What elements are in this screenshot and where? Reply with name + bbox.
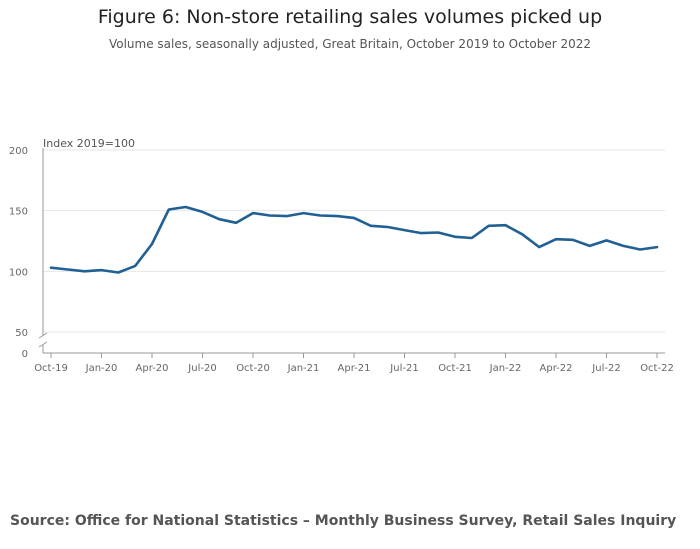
source-note: Source: Office for National Statistics –… [10,513,677,529]
x-tick-label: Jul-20 [187,363,216,374]
x-tick-label: Jul-21 [389,363,418,374]
y-axis-label: Index 2019=100 [43,137,135,150]
y-tick-label: 150 [9,207,28,218]
chart-title: Figure 6: Non-store retailing sales volu… [97,6,603,28]
y-tick-label: 0 [22,349,28,360]
x-tick-label: Jan-21 [287,363,320,374]
x-tick-label: Oct-21 [438,363,472,374]
axis-break-mark [38,332,48,339]
x-tick-label: Apr-21 [338,363,371,374]
x-tick-label: Apr-22 [540,363,573,374]
y-tick-label: 50 [15,328,28,339]
x-tick-label: Oct-20 [236,363,270,374]
x-tick-label: Apr-20 [136,363,169,374]
chart-subtitle: Volume sales, seasonally adjusted, Great… [108,37,592,51]
y-tick-label: 100 [9,267,28,278]
series-line [49,205,659,274]
x-tick-label: Jan-22 [489,363,522,374]
x-tick-label: Oct-19 [34,363,68,374]
x-tick-label: Oct-22 [640,363,674,374]
y-tick-label: 200 [9,146,28,157]
x-tick-label: Jan-20 [85,363,118,374]
axis-break-mark [38,341,48,348]
x-tick-label: Jul-22 [591,363,620,374]
line-chart: Index 2019=100 0 50 100 150 200 Oct-19 Jan-20… [9,137,674,374]
